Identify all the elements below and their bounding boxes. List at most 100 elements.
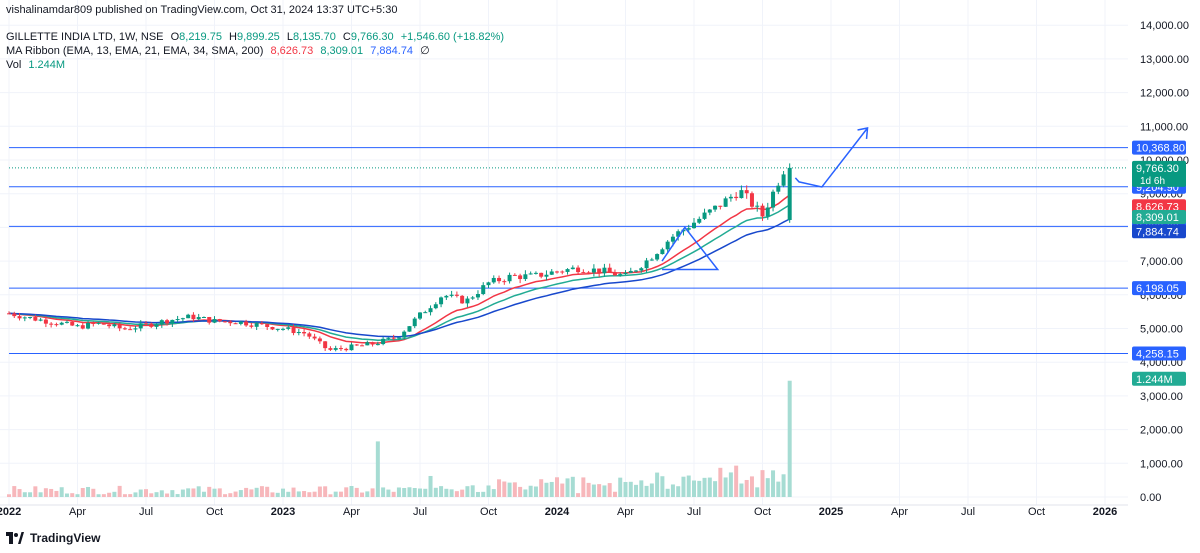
candle-body <box>54 324 59 326</box>
volume-bar <box>528 485 533 497</box>
ma-legend: MA Ribbon (EMA, 13, EMA, 21, EMA, 34, SM… <box>6 45 434 58</box>
candle-body <box>38 319 43 321</box>
volume-bar <box>223 494 228 497</box>
candle-body <box>728 196 733 199</box>
time-tick-label: Jul <box>413 506 427 518</box>
candle-body <box>481 285 486 295</box>
candle-body <box>22 317 27 319</box>
price-badge <box>1132 160 1186 187</box>
time-tick-label: Apr <box>343 506 360 518</box>
candle-body <box>444 295 449 298</box>
candle-body <box>433 304 438 309</box>
time-axis: 2022 Apr Jul Oct 2023 Apr Jul Oct 2024 Apr Jul Oct 2… <box>0 504 1128 518</box>
candle-body <box>391 337 396 339</box>
candle-body <box>618 274 623 276</box>
ema21-line <box>8 204 791 341</box>
candle-body <box>686 228 691 230</box>
volume-bar <box>354 487 359 497</box>
candle-body <box>180 318 185 320</box>
ma3-value: 7,884.74 <box>370 45 414 57</box>
volume-bar <box>80 488 85 497</box>
candle-body <box>228 321 233 324</box>
volume-bar <box>665 488 670 497</box>
candle-body <box>17 316 22 319</box>
volume-bar <box>686 475 691 497</box>
candle-body <box>196 317 201 320</box>
candle-body <box>133 328 138 330</box>
candle-body <box>349 344 354 351</box>
candle-body <box>43 319 48 324</box>
price-badge-label: 1.244M <box>1136 374 1173 386</box>
level-badge-label: 10,368.80 <box>1136 143 1185 155</box>
volume-bar <box>259 486 264 497</box>
price-badge <box>1132 371 1186 386</box>
triangle-pattern <box>661 226 720 271</box>
volume-bar <box>144 489 148 497</box>
volume-bar <box>512 482 517 497</box>
candle-body <box>175 319 180 321</box>
volume-bar <box>586 482 591 497</box>
volume-bar <box>165 493 170 497</box>
arrow-head <box>857 127 869 140</box>
volume-bar <box>154 492 159 497</box>
change-value: +1,546.60 (+18.82%) <box>400 31 505 43</box>
volume-bar <box>201 491 206 497</box>
volume-bar <box>760 470 765 497</box>
time-tick-label: 2023 <box>271 506 295 518</box>
volume-bar <box>518 486 523 497</box>
volume-bar <box>244 487 249 497</box>
volume-bar <box>602 485 607 497</box>
candle-body <box>449 294 454 296</box>
candle-body <box>291 327 296 334</box>
volume-bar <box>270 492 275 497</box>
time-tick-label: 2025 <box>819 506 843 518</box>
candle-body <box>428 308 433 313</box>
price-tick-label: 12,000.00 <box>1140 88 1189 100</box>
tradingview-brand[interactable]: TradingView <box>6 531 100 545</box>
volume-bar <box>734 465 739 497</box>
volume-bar <box>470 485 475 497</box>
candle-body <box>138 323 143 329</box>
open-label: O <box>170 31 180 43</box>
candle-body <box>560 271 565 273</box>
volume-bar <box>475 491 480 497</box>
candle-body <box>470 297 475 299</box>
tradingview-logo-icon <box>6 532 24 544</box>
candle-body <box>649 259 654 261</box>
level-badge-label: 6,198.05 <box>1136 283 1179 295</box>
candle-body <box>644 260 649 269</box>
candle-body <box>765 207 770 217</box>
volume-bar <box>254 487 259 497</box>
volume-bar <box>449 489 454 497</box>
candle-body <box>254 323 259 327</box>
candle-body <box>296 332 301 334</box>
volume-bar <box>33 486 38 497</box>
level-badge <box>1132 346 1186 361</box>
volume-bar <box>249 489 254 497</box>
open-value: 8,219.75 <box>179 31 222 43</box>
candle-body <box>101 322 106 325</box>
volume-bar <box>59 487 64 497</box>
volume-bar <box>238 490 243 497</box>
volume-bar <box>412 488 417 497</box>
volume-bar <box>360 492 365 497</box>
volume-bar <box>776 481 781 497</box>
volume-bar <box>418 488 422 497</box>
volume-bar <box>344 487 349 497</box>
level-badge <box>1132 281 1186 296</box>
volume-bar <box>191 488 196 497</box>
volume-bar <box>692 480 696 497</box>
volume-bar <box>454 491 459 497</box>
volume-bar <box>64 493 69 497</box>
price-tick-label: 0.00 <box>1140 492 1161 504</box>
volume-bar <box>771 470 776 497</box>
volume-bar <box>49 488 54 497</box>
candle-body <box>217 319 222 322</box>
candle-body <box>581 272 586 274</box>
projection-arrow <box>794 127 869 188</box>
candle-body <box>275 328 280 330</box>
volume-bar <box>217 488 222 497</box>
volume-bar <box>96 494 101 497</box>
volume-bar <box>128 494 133 497</box>
